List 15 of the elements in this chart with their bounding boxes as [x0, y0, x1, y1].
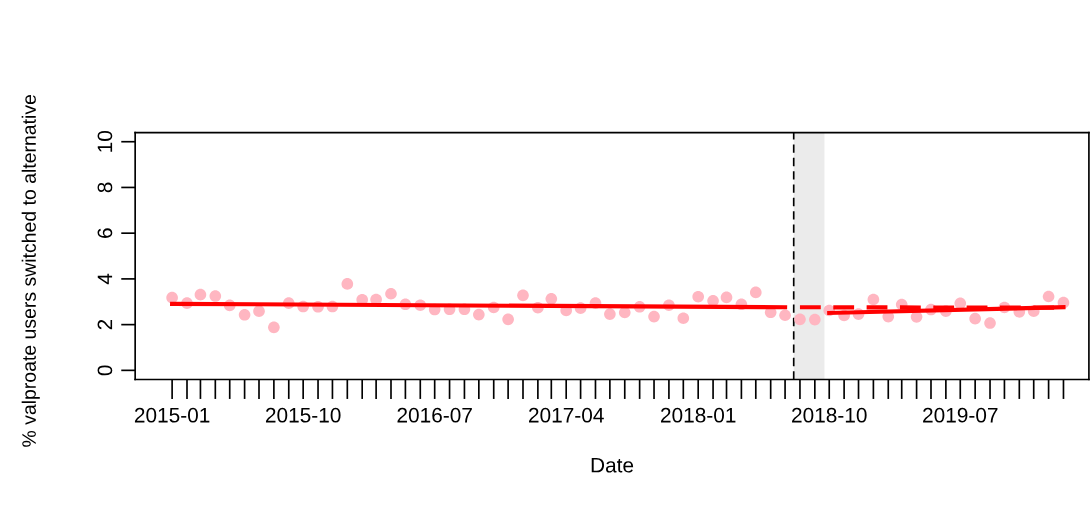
- y-tick-label: 10: [97, 130, 113, 152]
- y-tick-label: 4: [97, 273, 113, 285]
- x-tick-label: 2019-07: [923, 407, 998, 423]
- x-tick-label: 2015-01: [134, 407, 210, 423]
- x-axis-title: Date: [591, 458, 634, 473]
- y-tick-label: 6: [97, 228, 113, 238]
- x-tick-label: 2017-04: [529, 407, 604, 423]
- x-tick-label: 2018-01: [661, 407, 736, 423]
- y-tick-label: 2: [97, 319, 113, 330]
- y-tick-label: 8: [97, 182, 113, 193]
- x-tick-label: 2015-10: [265, 407, 341, 423]
- x-tick-label: 2016-07: [397, 407, 472, 423]
- x-tick-label: 2018-10: [792, 407, 867, 423]
- y-tick-label: 0: [97, 365, 113, 376]
- y-axis-title: % valproate users switched to alternative: [21, 95, 40, 447]
